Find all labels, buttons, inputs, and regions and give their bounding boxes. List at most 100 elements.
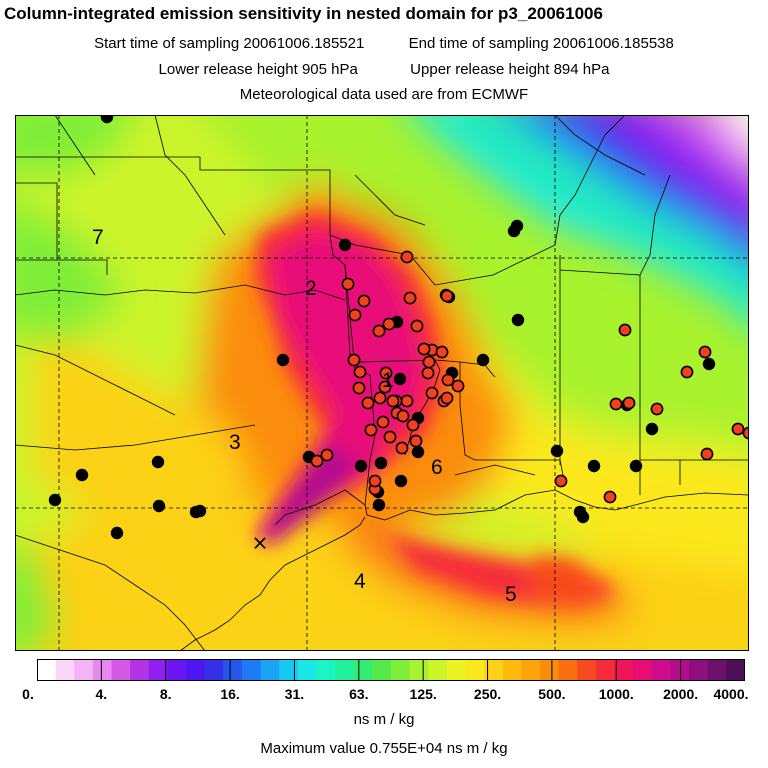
sampling-point-black: [152, 499, 166, 513]
region-number-2: 2: [305, 277, 317, 300]
sampling-point-red: [441, 373, 455, 387]
sampling-point-black: [338, 238, 352, 252]
region-number-4: 4: [354, 570, 366, 593]
colorbar-cell: [241, 659, 262, 681]
sampling-point-black: [193, 504, 207, 518]
region-number-5: 5: [505, 583, 517, 606]
colorbar-tick-label: 31.: [284, 686, 305, 702]
sampling-point-red: [379, 366, 393, 380]
colorbar-cell: [353, 659, 373, 681]
sampling-point-red: [396, 409, 410, 423]
sampling-point-red: [618, 323, 632, 337]
sampling-point-black: [510, 219, 524, 233]
colorbar-tick-label: 125.: [409, 686, 437, 702]
colorbar-tick-label: 500.: [538, 686, 566, 702]
colorbar-cell: [372, 659, 392, 681]
sampling-point-red: [622, 396, 636, 410]
map-frame: [15, 115, 749, 651]
colorbar: [37, 659, 745, 681]
colorbar-unit: ns m / kg: [353, 711, 415, 728]
sampling-point-black: [573, 505, 587, 519]
release-location-marker: ×: [252, 531, 269, 555]
sampling-point-black: [550, 444, 564, 458]
colorbar-cell: [260, 659, 280, 681]
sampling-point-black: [645, 422, 659, 436]
end-time-text: End time of sampling 20061006.185538: [408, 35, 674, 52]
colorbar-cell: [502, 659, 523, 681]
emission-sensitivity-map: × 1 2 3 4 5 6 7: [15, 115, 749, 651]
sampling-point-red: [372, 324, 386, 338]
sampling-point-black: [511, 313, 525, 327]
sampling-point-black: [100, 115, 114, 124]
sampling-point-black: [151, 455, 165, 469]
sampling-point-black: [702, 357, 716, 371]
sampling-point-black: [276, 353, 290, 367]
region-number-3: 3: [229, 431, 241, 454]
sampling-point-red: [376, 415, 390, 429]
sampling-point-red: [383, 430, 397, 444]
upper-release-text: Upper release height 894 hPa: [410, 61, 610, 78]
sampling-point-black: [110, 526, 124, 540]
colorbar-cell: [92, 659, 113, 681]
colorbar-cell: [279, 659, 299, 681]
colorbar-cell: [297, 659, 318, 681]
maximum-value-text: Maximum value 0.755E+04 ns m / kg: [260, 740, 508, 757]
sampling-point-red: [435, 345, 449, 359]
colorbar-cell: [540, 659, 560, 681]
lower-release-text: Lower release height 905 hPa: [158, 61, 358, 78]
colorbar-cell: [707, 659, 727, 681]
colorbar-cell: [204, 659, 224, 681]
colorbar-cell: [633, 659, 653, 681]
sampling-point-black: [629, 459, 643, 473]
sampling-point-red: [341, 277, 355, 291]
sampling-point-red: [347, 353, 361, 367]
colorbar-tick-label: 8.: [159, 686, 172, 702]
colorbar-cell: [409, 659, 429, 681]
colorbar-cell: [335, 659, 355, 681]
colorbar-tick-label: 4000.: [713, 686, 749, 702]
sampling-point-black: [372, 498, 386, 512]
sampling-point-red: [700, 447, 714, 461]
sampling-point-red: [353, 365, 367, 379]
sampling-point-red: [440, 391, 454, 405]
sampling-point-red: [352, 381, 366, 395]
sampling-point-red: [361, 396, 375, 410]
colorbar-cell: [130, 659, 150, 681]
sampling-point-red: [425, 386, 439, 400]
sampling-point-red: [698, 345, 712, 359]
start-time-text: Start time of sampling 20061006.185521: [94, 35, 365, 52]
sampling-point-black: [354, 459, 368, 473]
sampling-point-red: [417, 342, 431, 356]
sampling-point-black: [476, 353, 490, 367]
region-number-1: 1: [382, 369, 394, 392]
colorbar-cell: [111, 659, 131, 681]
colorbar-cell: [614, 659, 634, 681]
region-number-6: 6: [431, 456, 443, 479]
sampling-points-red: [310, 250, 749, 504]
colorbar-cell: [689, 659, 709, 681]
sampling-point-red: [440, 289, 454, 303]
sampling-point-red: [395, 441, 409, 455]
colorbar-cell: [223, 659, 243, 681]
sampling-point-red: [364, 423, 378, 437]
sampling-point-red: [409, 434, 423, 448]
sampling-point-red: [554, 474, 568, 488]
sampling-point-red: [650, 402, 664, 416]
colorbar-cell: [595, 659, 616, 681]
sampling-point-red: [368, 474, 382, 488]
sampling-point-red: [603, 490, 617, 504]
sampling-point-red: [373, 391, 387, 405]
sampling-point-red: [742, 426, 749, 440]
region-numbers: 1 2 3 4 5 6 7: [92, 226, 517, 606]
sampling-point-red: [609, 397, 623, 411]
colorbar-cell: [167, 659, 187, 681]
sampling-point-red: [406, 418, 420, 432]
colorbar-tick-label: 0.: [22, 686, 34, 702]
colorbar-cell: [428, 659, 448, 681]
colorbar-cell: [55, 659, 75, 681]
colorbar-cell: [651, 659, 672, 681]
sampling-point-red: [422, 355, 436, 369]
sampling-point-black: [394, 474, 408, 488]
met-data-text: Meteorological data used are from ECMWF: [239, 86, 529, 103]
sampling-point-red: [382, 317, 396, 331]
